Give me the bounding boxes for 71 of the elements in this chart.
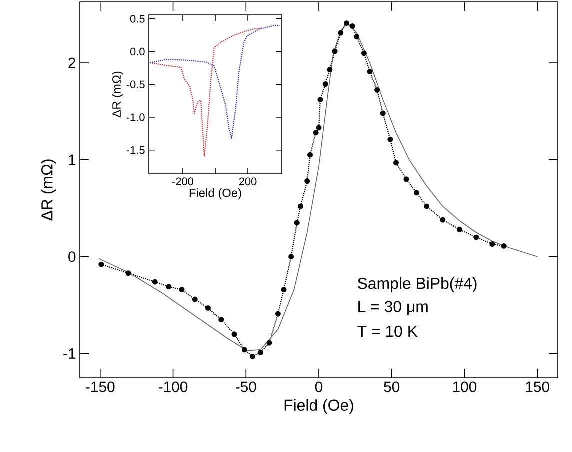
x-tick-label: 150 <box>526 382 550 392</box>
point <box>367 69 373 75</box>
point <box>250 354 256 360</box>
point <box>394 160 399 166</box>
point <box>316 125 322 131</box>
point <box>388 136 394 142</box>
line-series <box>149 24 280 140</box>
line-series <box>149 28 263 157</box>
point <box>374 87 380 93</box>
point <box>281 287 287 293</box>
x-tick-label: 0 <box>315 382 323 392</box>
point <box>490 242 496 248</box>
x-tick-label: -200 <box>172 178 194 186</box>
point <box>308 152 313 158</box>
point <box>501 243 507 249</box>
point <box>192 296 198 302</box>
annotation: T = 10 K <box>358 326 418 338</box>
y-tick-label: 0.0 <box>130 48 145 56</box>
point <box>266 340 272 346</box>
x-tick-label: -150 <box>86 382 115 392</box>
point <box>414 190 420 196</box>
x-tick-label: 100 <box>453 382 477 392</box>
annotation: L = 30 μm <box>358 301 428 316</box>
x-axis-title: Field (Oe) <box>190 188 242 200</box>
point <box>350 23 356 29</box>
y-tick-label: -1 <box>64 348 76 359</box>
y-tick-label: -1.0 <box>126 114 145 122</box>
point <box>179 287 185 293</box>
point <box>404 176 410 182</box>
y-tick-label: 0 <box>68 252 76 262</box>
y-tick-label: 1 <box>69 154 76 166</box>
point <box>232 332 238 338</box>
point <box>424 204 430 210</box>
point <box>322 82 328 88</box>
point <box>457 226 463 232</box>
point <box>288 254 294 260</box>
point <box>344 20 350 26</box>
y-tick-label: 2 <box>68 58 76 68</box>
point <box>218 317 224 323</box>
y-axis-title: ΔR (mΩ) <box>112 72 124 118</box>
x-tick-label: -50 <box>236 382 256 392</box>
point <box>242 347 248 353</box>
point <box>206 305 211 311</box>
point <box>166 284 172 290</box>
point <box>327 67 333 73</box>
point <box>294 220 300 226</box>
point <box>332 48 338 54</box>
point <box>313 130 319 136</box>
x-axis-title: Field (Oe) <box>284 399 354 414</box>
point <box>258 350 264 356</box>
y-tick-label: -0.5 <box>126 80 145 89</box>
point <box>152 279 158 285</box>
annotation: Sample BiPb(#4) <box>358 278 477 292</box>
point <box>298 204 304 210</box>
point <box>275 311 281 317</box>
point <box>354 34 360 40</box>
point <box>318 97 324 103</box>
y-axis-title: ΔR (mΩ) <box>41 160 56 221</box>
x-tick-label: 200 <box>239 178 257 186</box>
point <box>304 178 310 184</box>
point <box>126 270 132 276</box>
x-tick-label: -100 <box>158 382 188 392</box>
y-tick-label: -1.5 <box>126 146 145 154</box>
y-tick-label: 0.5 <box>130 15 145 23</box>
point <box>380 110 386 116</box>
point <box>361 50 367 56</box>
point <box>440 217 446 223</box>
point <box>474 234 480 240</box>
point <box>98 262 104 268</box>
point <box>338 30 344 36</box>
x-tick-label: 50 <box>384 382 400 392</box>
